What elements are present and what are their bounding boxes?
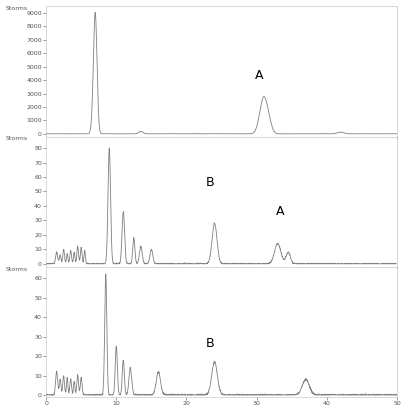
Text: B: B — [206, 337, 215, 350]
Text: B: B — [206, 176, 215, 189]
Text: Storms: Storms — [6, 136, 28, 142]
Text: Storms: Storms — [6, 6, 28, 11]
Text: Storms: Storms — [6, 267, 28, 272]
Text: A: A — [255, 69, 263, 82]
Text: A: A — [276, 205, 284, 218]
